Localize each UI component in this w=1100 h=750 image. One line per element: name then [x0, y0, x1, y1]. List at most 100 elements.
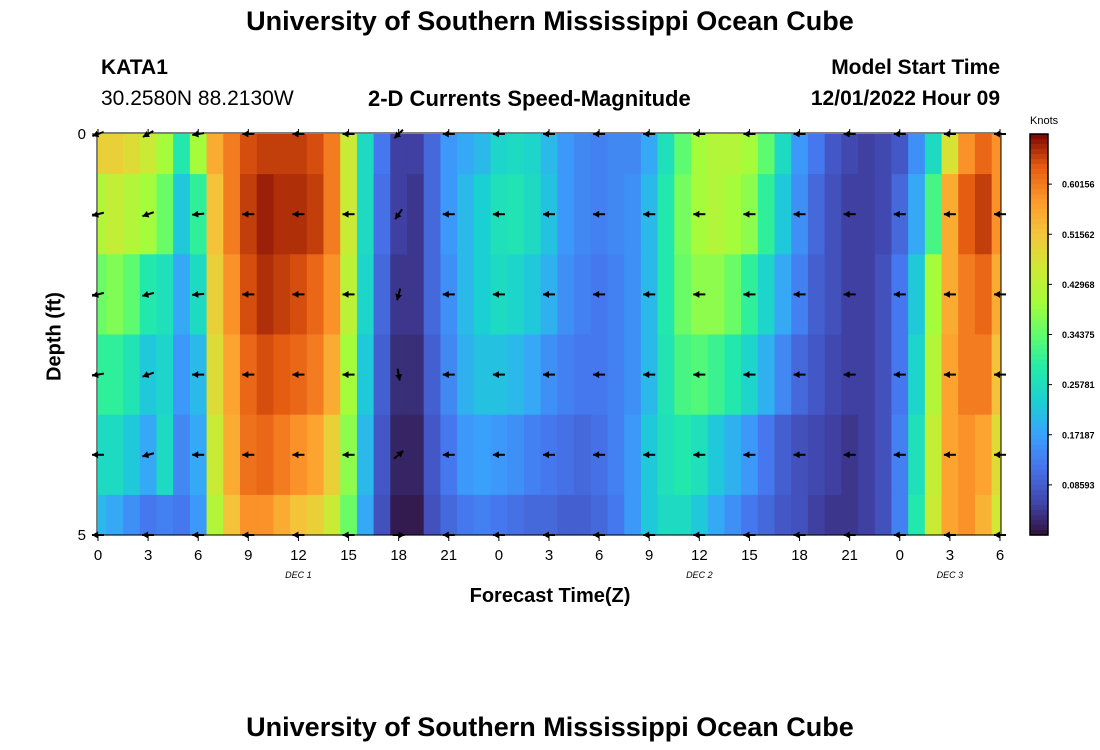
colorbar-segment — [1030, 344, 1048, 351]
heatmap-cell — [690, 494, 709, 536]
heatmap-cell — [206, 134, 224, 175]
heatmap-cell — [774, 254, 792, 336]
heatmap-cell — [407, 414, 425, 496]
current-vector — [342, 210, 355, 218]
heatmap-cell — [757, 134, 776, 175]
heatmap-cell — [156, 494, 174, 536]
heatmap-cell — [423, 254, 442, 336]
heatmap-cell — [106, 134, 124, 175]
heatmap-cell — [156, 134, 174, 175]
current-vector — [693, 210, 706, 218]
heatmap-cell — [473, 254, 492, 336]
heatmap-cell — [757, 414, 776, 496]
heatmap-cell — [123, 334, 141, 416]
heatmap-cell — [123, 254, 141, 336]
heatmap-cell — [574, 174, 592, 255]
heatmap-cell — [841, 494, 859, 536]
current-vector — [142, 451, 155, 459]
colorbar-segment — [1030, 194, 1048, 200]
heatmap-cell — [407, 254, 425, 336]
current-vector — [292, 210, 305, 218]
colorbar-segment — [1030, 419, 1048, 426]
heatmap-cell — [540, 494, 558, 536]
x-axis-label: Forecast Time(Z) — [469, 585, 631, 607]
heatmap-cell — [423, 334, 442, 416]
heatmap-cell — [557, 414, 575, 496]
heatmap-cell — [657, 134, 675, 175]
heatmap-cell — [507, 334, 525, 416]
heatmap-cell — [774, 414, 792, 496]
heatmap-cell — [891, 494, 909, 536]
heatmap-cell — [440, 494, 458, 536]
x-tick-label: 6 — [595, 547, 603, 564]
heatmap-cell — [407, 134, 425, 175]
heatmap-cell — [223, 494, 241, 536]
colorbar-segment — [1030, 209, 1048, 215]
current-vector — [543, 290, 555, 298]
colorbar-segment — [1030, 474, 1048, 481]
colorbar-tick-label: 0.08593 — [1062, 480, 1095, 490]
colorbar-segment — [1030, 224, 1048, 230]
x-tick-label: 0 — [495, 547, 503, 564]
heatmap-cell — [574, 494, 592, 536]
heatmap-cell — [874, 494, 893, 536]
heatmap-cell — [356, 334, 375, 416]
heatmap-cell — [206, 174, 224, 255]
colorbar-segment — [1030, 454, 1048, 461]
heatmap-cell — [824, 494, 842, 536]
heatmap-cell — [473, 494, 492, 536]
heatmap-cell — [674, 174, 692, 255]
heatmap-cell — [507, 174, 525, 255]
current-vector — [543, 371, 555, 379]
date-label: DEC 3 — [937, 570, 964, 580]
heatmap-cell — [757, 174, 776, 255]
heatmap-cell — [106, 414, 124, 496]
heatmap-cell — [958, 134, 976, 175]
heatmap-cell — [924, 254, 943, 336]
heatmap-cell — [423, 174, 442, 255]
colorbar-segment — [1030, 214, 1048, 220]
heatmap-cell — [306, 134, 325, 175]
heatmap-cell — [657, 254, 675, 336]
heatmap-cell — [523, 334, 542, 416]
colorbar-segment — [1030, 334, 1048, 341]
heatmap-cell — [858, 254, 876, 336]
heatmap-cell — [173, 254, 191, 336]
heatmap-cell — [356, 174, 375, 255]
colorbar-segment — [1030, 364, 1048, 371]
heatmap-cell — [607, 174, 625, 255]
heatmap-cell — [273, 174, 291, 255]
colorbar-segment — [1030, 314, 1048, 321]
heatmap-cell — [473, 334, 492, 416]
current-vector — [793, 371, 806, 379]
colorbar-segment — [1030, 464, 1048, 471]
date-label: DEC 1 — [285, 570, 312, 580]
heatmap-cell — [340, 134, 358, 175]
heatmap-cell — [874, 334, 893, 416]
colorbar-segment — [1030, 249, 1048, 255]
current-vector — [643, 371, 656, 379]
heatmap-cell — [674, 494, 692, 536]
colorbar-segment — [1030, 524, 1048, 531]
current-vector — [843, 371, 856, 379]
heatmap-cell — [123, 174, 141, 255]
x-tick-label: 15 — [741, 547, 758, 564]
heatmap-cell — [323, 494, 341, 536]
heatmap-cell — [908, 494, 926, 536]
colorbar-segment — [1030, 489, 1048, 496]
heatmap-cell — [824, 414, 842, 496]
current-vector — [943, 371, 956, 379]
heatmap-cell — [373, 174, 391, 255]
heatmap-cell — [924, 414, 943, 496]
heatmap-cell — [306, 254, 325, 336]
heatmap-cell — [273, 254, 291, 336]
colorbar-segment — [1030, 234, 1048, 240]
heatmap-cell — [457, 134, 475, 175]
heatmap-cell — [273, 334, 291, 416]
colorbar-segment — [1030, 264, 1048, 270]
heatmap-cell — [523, 494, 542, 536]
heatmap-cell — [974, 174, 993, 255]
colorbar-segment — [1030, 354, 1048, 361]
heatmap-cell — [189, 134, 208, 175]
